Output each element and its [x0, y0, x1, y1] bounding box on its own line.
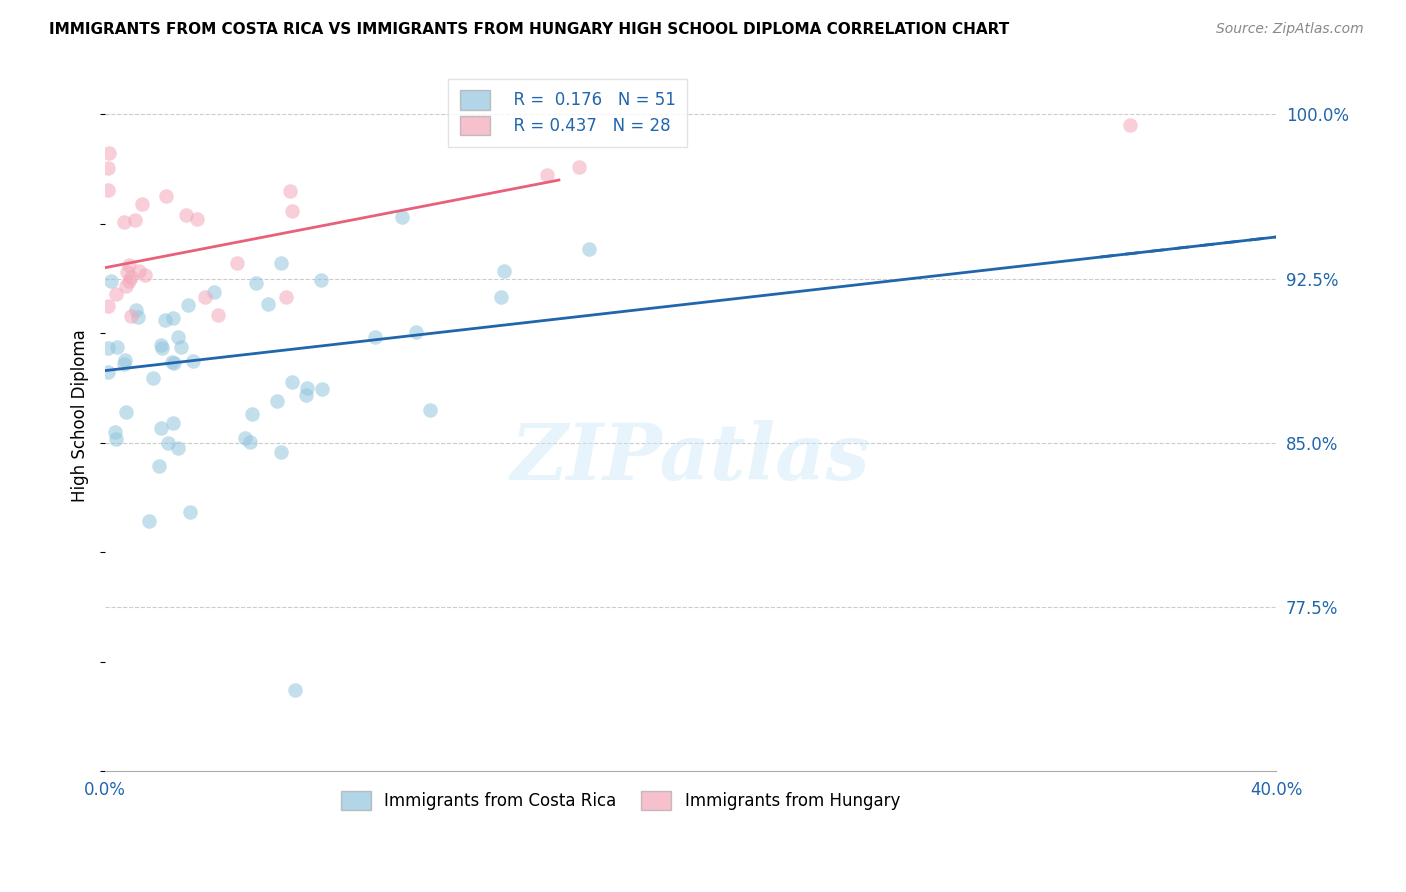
Point — [162, 310, 184, 325]
Point — [115, 404, 138, 418]
Point — [163, 356, 186, 370]
Point — [167, 441, 190, 455]
Point — [148, 459, 170, 474]
Point — [270, 445, 292, 459]
Point — [274, 290, 297, 304]
Point — [124, 213, 146, 227]
Point — [257, 297, 280, 311]
Point — [202, 285, 225, 300]
Point — [364, 329, 387, 343]
Point — [194, 290, 217, 304]
Point — [120, 309, 142, 323]
Point — [150, 338, 173, 352]
Point — [157, 436, 180, 450]
Point — [112, 215, 135, 229]
Point — [138, 514, 160, 528]
Point — [169, 340, 191, 354]
Point — [240, 408, 263, 422]
Point — [311, 382, 333, 396]
Point — [153, 312, 176, 326]
Point — [233, 431, 256, 445]
Point — [97, 342, 120, 356]
Point — [225, 256, 247, 270]
Point — [150, 341, 173, 355]
Point — [207, 308, 229, 322]
Point — [391, 210, 413, 224]
Point — [578, 242, 600, 256]
Point — [155, 189, 177, 203]
Point — [97, 145, 120, 160]
Point — [181, 354, 204, 368]
Y-axis label: High School Diploma: High School Diploma — [72, 329, 89, 502]
Point — [405, 325, 427, 339]
Point — [112, 357, 135, 371]
Point — [281, 203, 304, 218]
Point — [166, 330, 188, 344]
Point — [239, 434, 262, 449]
Legend: Immigrants from Costa Rica, Immigrants from Hungary: Immigrants from Costa Rica, Immigrants f… — [335, 784, 907, 816]
Point — [176, 298, 198, 312]
Point — [266, 393, 288, 408]
Point — [536, 169, 558, 183]
Point — [104, 425, 127, 440]
Point — [105, 286, 128, 301]
Text: IMMIGRANTS FROM COSTA RICA VS IMMIGRANTS FROM HUNGARY HIGH SCHOOL DIPLOMA CORREL: IMMIGRANTS FROM COSTA RICA VS IMMIGRANTS… — [49, 22, 1010, 37]
Point — [115, 265, 138, 279]
Point — [128, 264, 150, 278]
Text: Source: ZipAtlas.com: Source: ZipAtlas.com — [1216, 22, 1364, 37]
Point — [297, 381, 319, 395]
Point — [568, 160, 591, 174]
Point — [97, 300, 120, 314]
Point — [186, 211, 208, 226]
Point — [120, 270, 142, 285]
Point — [174, 208, 197, 222]
Point — [295, 388, 318, 402]
Point — [1119, 118, 1142, 132]
Point — [270, 256, 292, 270]
Point — [131, 196, 153, 211]
Point — [100, 274, 122, 288]
Point — [162, 417, 184, 431]
Point — [117, 259, 139, 273]
Point — [105, 340, 128, 354]
Point — [284, 683, 307, 698]
Point — [280, 376, 302, 390]
Point — [134, 268, 156, 283]
Point — [492, 264, 515, 278]
Point — [118, 274, 141, 288]
Point — [97, 161, 120, 176]
Point — [142, 371, 165, 385]
Point — [489, 290, 512, 304]
Point — [114, 353, 136, 368]
Point — [97, 365, 120, 379]
Point — [125, 303, 148, 318]
Point — [309, 273, 332, 287]
Point — [104, 432, 127, 446]
Point — [150, 421, 173, 435]
Text: ZIPatlas: ZIPatlas — [510, 420, 870, 497]
Point — [245, 276, 267, 290]
Point — [127, 310, 149, 324]
Point — [179, 505, 201, 519]
Point — [97, 183, 120, 197]
Point — [114, 278, 136, 293]
Point — [278, 184, 301, 198]
Point — [160, 354, 183, 368]
Point — [419, 402, 441, 417]
